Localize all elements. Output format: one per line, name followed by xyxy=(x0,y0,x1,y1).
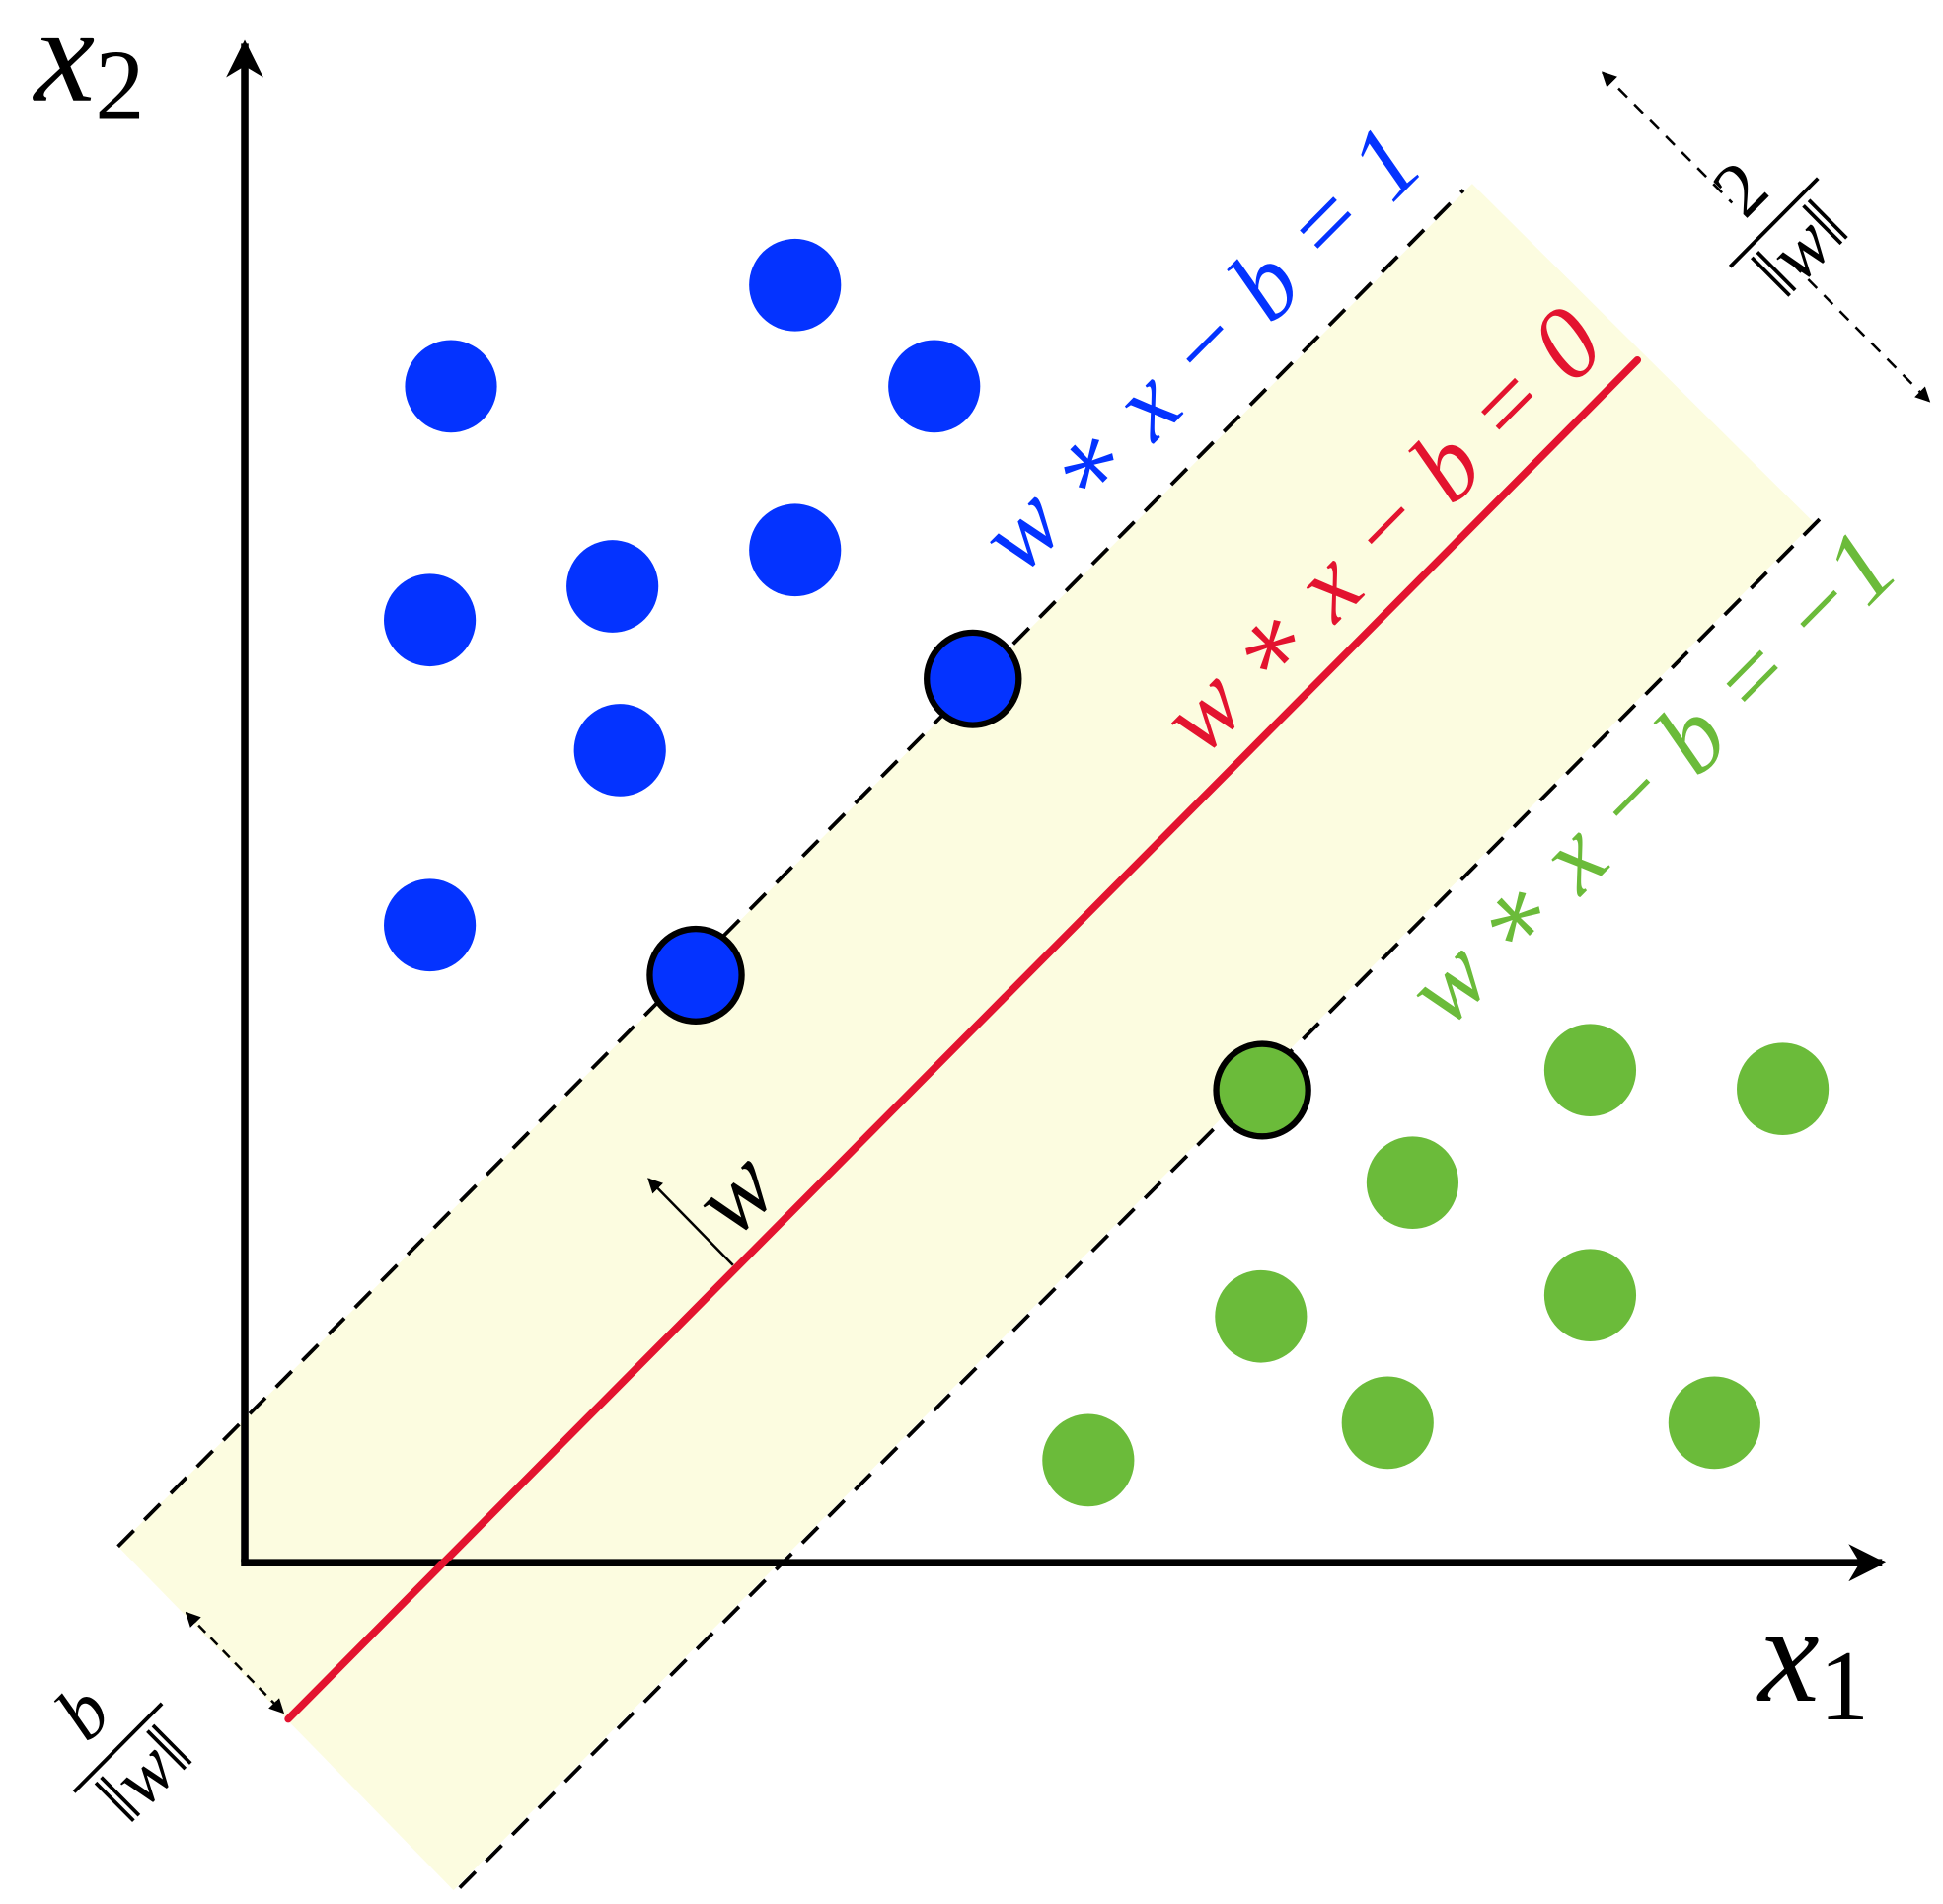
support-vector xyxy=(1213,1040,1311,1140)
point xyxy=(1042,1413,1135,1507)
point xyxy=(384,878,477,972)
point xyxy=(566,540,659,633)
x1-label: x1 xyxy=(1756,1578,1869,1741)
point xyxy=(1543,1249,1637,1342)
fraction-bar xyxy=(72,1702,164,1793)
point xyxy=(384,573,477,667)
normal-arrow xyxy=(647,1178,734,1266)
support-vector xyxy=(924,629,1022,728)
point xyxy=(749,238,842,332)
decision-boundary xyxy=(284,355,1642,1723)
negative-margin-line xyxy=(458,517,1822,1889)
point xyxy=(405,340,497,433)
symbol: x xyxy=(33,0,95,131)
point xyxy=(1737,1042,1830,1136)
offset-arrow xyxy=(185,1611,285,1714)
margin-fraction: 2 ‖w‖ xyxy=(1688,136,1863,313)
x2-label: x2 xyxy=(33,0,145,141)
point xyxy=(1543,1024,1637,1117)
point xyxy=(1366,1136,1459,1230)
symbol: x xyxy=(1756,1578,1819,1730)
point xyxy=(1215,1269,1308,1363)
offset-fraction: b ‖w‖ xyxy=(38,1667,207,1837)
subscript: 2 xyxy=(95,31,144,141)
positive-points xyxy=(384,238,1022,1025)
point xyxy=(749,503,842,597)
fraction-bar xyxy=(1728,177,1820,268)
point xyxy=(1668,1376,1760,1470)
positive-margin-line xyxy=(116,189,1465,1549)
point xyxy=(1341,1376,1434,1470)
point xyxy=(573,704,666,797)
negative-points xyxy=(1042,1024,1830,1507)
point xyxy=(888,340,981,433)
support-vector xyxy=(646,925,745,1025)
subscript: 1 xyxy=(1820,1631,1869,1741)
